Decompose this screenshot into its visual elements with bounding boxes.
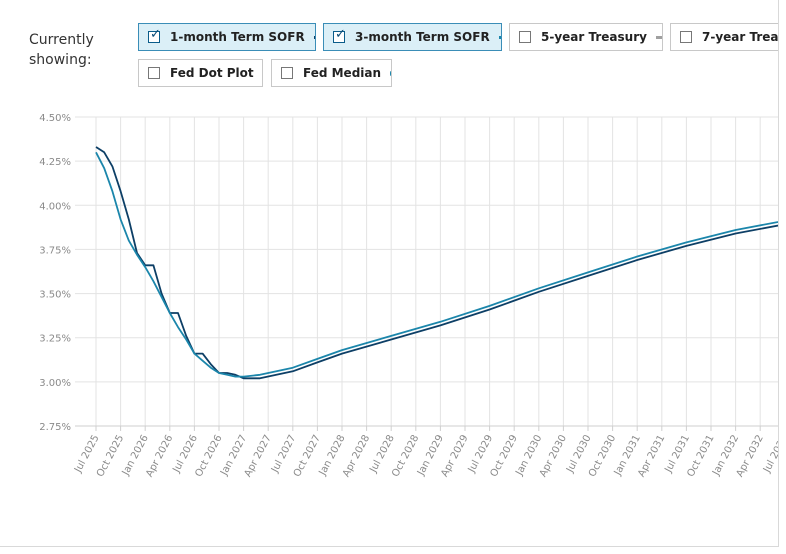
toggle-label: Fed Median xyxy=(303,66,382,80)
rate-chart-panel: Currently showing: ✓ 1-month Term SOFR ✓… xyxy=(0,0,779,547)
toggle-1-month-term-sofr[interactable]: ✓ 1-month Term SOFR xyxy=(138,23,316,51)
series-dot-key-icon xyxy=(390,70,391,76)
y-tick-label: 4.00% xyxy=(39,201,71,212)
y-tick-label: 4.25% xyxy=(39,157,71,168)
series-line-key-icon xyxy=(498,35,501,39)
toggle-label: 5-year Treasury xyxy=(541,30,647,44)
toggle-label: 3-month Term SOFR xyxy=(355,30,490,44)
checkbox-icon[interactable]: ✓ xyxy=(148,67,160,79)
checkbox-icon[interactable]: ✓ xyxy=(519,31,531,43)
y-tick-label: 3.00% xyxy=(39,378,71,389)
checkbox-icon[interactable]: ✓ xyxy=(680,31,692,43)
y-tick-label: 3.75% xyxy=(39,245,71,256)
showing-label-line-1: Currently xyxy=(29,32,94,48)
series-line-3-month-term-sofr xyxy=(95,151,778,378)
checkbox-icon[interactable]: ✓ xyxy=(281,67,293,79)
y-tick-label: 3.25% xyxy=(39,334,71,345)
showing-label-line-2: showing: xyxy=(29,52,92,68)
series-line-key-icon xyxy=(313,35,315,39)
series-line-key-icon xyxy=(655,35,662,39)
y-tick-label: 3.50% xyxy=(39,290,71,301)
toggle-3-month-term-sofr[interactable]: ✓ 3-month Term SOFR xyxy=(323,23,502,51)
y-tick-label: 4.50% xyxy=(39,113,71,124)
checkbox-icon[interactable]: ✓ xyxy=(333,27,346,43)
toggle-fed-dot-plot[interactable]: ✓ Fed Dot Plot xyxy=(138,59,263,87)
toggle-fed-median[interactable]: ✓ Fed Median xyxy=(271,59,392,87)
line-chart: 4.50% 4.25% 4.00% 3.75% 3.50% 3.25% 3.00% 2.75%… xyxy=(39,113,778,479)
toggle-label: Fed Dot Plot xyxy=(170,66,254,80)
y-tick-label: 2.75% xyxy=(39,422,71,433)
toggle-label: 1-month Term SOFR xyxy=(170,30,305,44)
series-line-1-month-term-sofr xyxy=(95,146,778,380)
toggle-label: 7-year Treasu xyxy=(702,30,779,44)
toggle-7-year-treasury[interactable]: ✓ 7-year Treasu xyxy=(670,23,779,51)
currently-showing-label: Currently showing: xyxy=(29,30,129,70)
toggle-5-year-treasury[interactable]: ✓ 5-year Treasury xyxy=(509,23,663,51)
checkbox-icon[interactable]: ✓ xyxy=(148,27,161,43)
